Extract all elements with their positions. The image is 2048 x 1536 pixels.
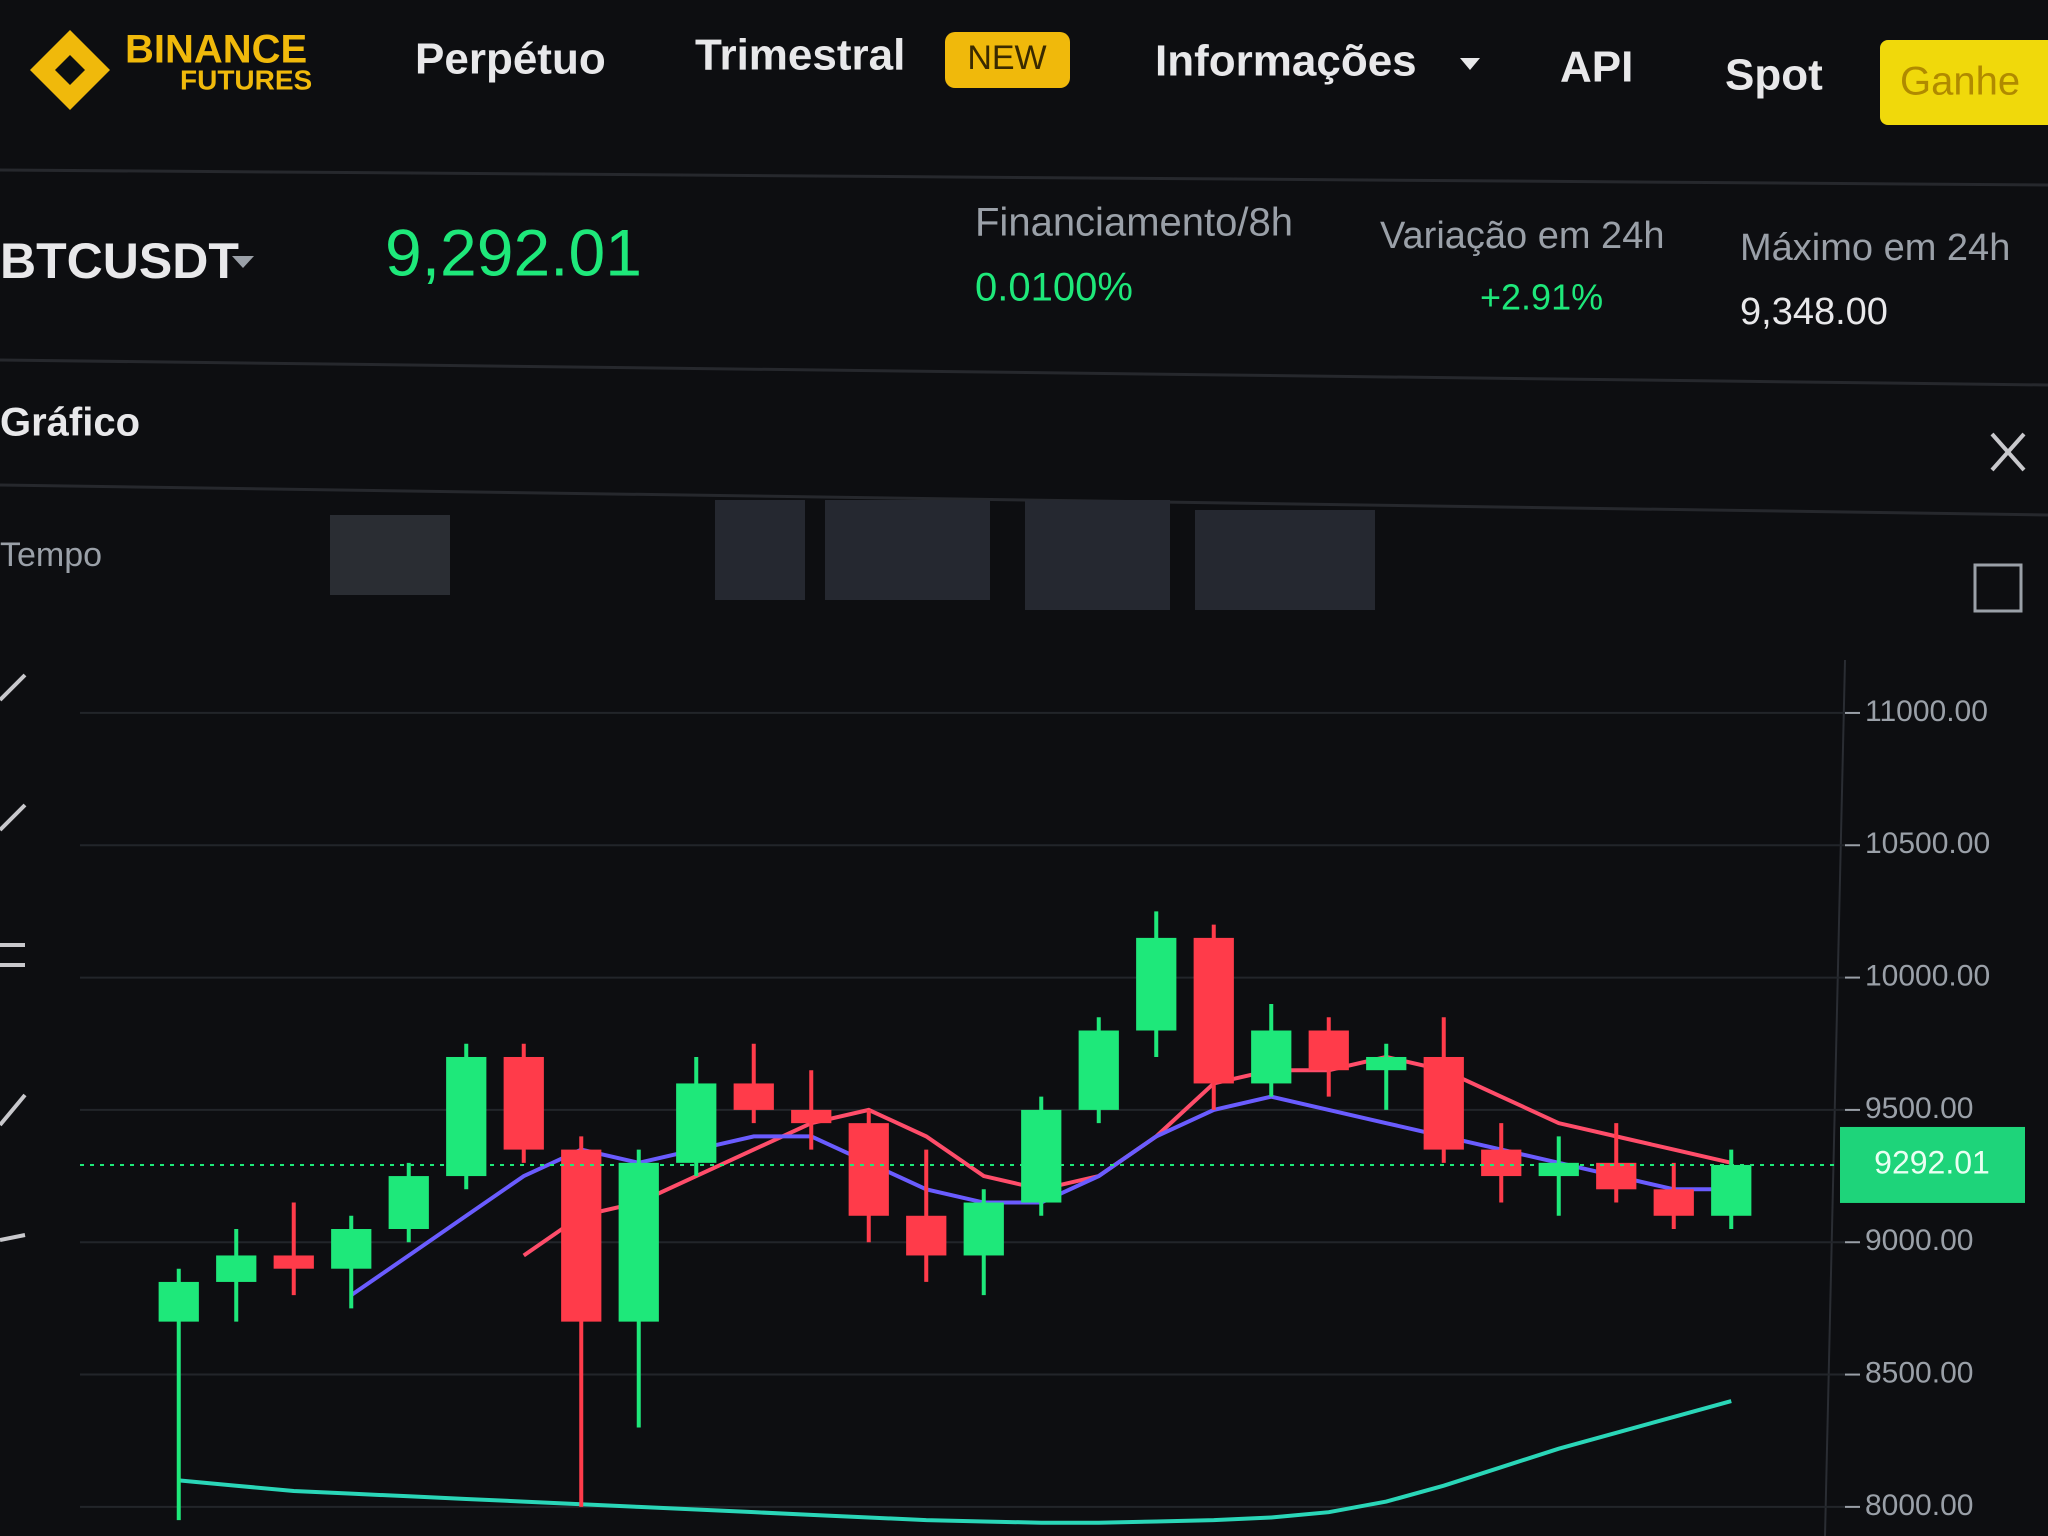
stat-value: +2.91% — [1480, 277, 1603, 318]
close-icon — [1990, 432, 2026, 472]
candle-body — [561, 1149, 602, 1322]
nav-item[interactable]: Informações — [1155, 37, 1417, 86]
y-tick-label: 8000.00 — [1865, 1489, 1973, 1522]
stat-value: 0.0100% — [975, 266, 1133, 310]
stat-label: Máximo em 24h — [1740, 227, 2010, 269]
logo[interactable]: BINANCE FUTURES — [30, 28, 312, 110]
y-tick-label: 9500.00 — [1865, 1092, 1973, 1125]
candle-body — [1711, 1164, 1752, 1216]
tool-icon[interactable] — [0, 1093, 27, 1127]
y-tick-label: 9000.00 — [1865, 1224, 1973, 1257]
candle-body — [906, 1215, 947, 1256]
candle-body — [676, 1083, 717, 1163]
stat-label: Variação em 24h — [1380, 215, 1664, 257]
nav-item[interactable]: API — [1560, 43, 1633, 92]
tool-icon[interactable] — [0, 673, 27, 702]
candle-body — [388, 1176, 429, 1230]
badge-text: NEW — [967, 39, 1046, 77]
tool-icon[interactable] — [0, 1233, 26, 1242]
candle-body — [848, 1123, 889, 1216]
y-tick-label: 10000.00 — [1865, 960, 1990, 993]
interval-button[interactable] — [1195, 510, 1375, 610]
nav-item[interactable]: Perpétuo — [415, 35, 606, 84]
candle-body — [1596, 1162, 1637, 1190]
candle-body — [1538, 1162, 1579, 1177]
toolbar — [0, 673, 27, 1242]
logo-subtext: FUTURES — [180, 64, 312, 95]
stat-label: Financiamento/8h — [975, 201, 1293, 245]
divider — [0, 168, 2048, 187]
badge — [945, 32, 1070, 88]
logo-text: BINANCE — [125, 28, 307, 72]
candle-body — [1251, 1030, 1292, 1084]
interval-button[interactable] — [825, 500, 990, 600]
dropdown-arrow — [1460, 58, 1480, 70]
candle-body — [1366, 1056, 1407, 1071]
ma-line — [178, 1399, 1732, 1525]
candle-body — [733, 1083, 774, 1110]
tool-icon[interactable] — [0, 803, 27, 832]
candle-body — [963, 1202, 1004, 1256]
last-price: 9,292.01 — [385, 215, 642, 289]
last-price-label: 9292.01 — [1874, 1144, 1990, 1180]
logo-mark-inner — [55, 55, 85, 85]
candle-body — [1308, 1030, 1349, 1071]
nav-item[interactable]: Trimestral — [695, 31, 905, 80]
y-tick-label: 11000.00 — [1865, 695, 1988, 728]
last-price-box — [1840, 1126, 2025, 1203]
cta-text: Ganhe — [1900, 60, 2020, 104]
candle-body — [791, 1109, 832, 1124]
candle-body — [618, 1162, 659, 1322]
interval-label: Tempo — [0, 536, 102, 574]
candle-body — [1193, 937, 1234, 1084]
candle-body — [446, 1056, 487, 1177]
dropdown-arrow — [232, 256, 254, 268]
chart: 8000.00 8500.00 9000.00 9500.00 10000.00 1050… — [80, 695, 2025, 1525]
cta-button[interactable] — [1880, 40, 2048, 125]
divider — [0, 358, 2048, 387]
candle-body — [1653, 1189, 1694, 1216]
stat-value: 9,348.00 — [1740, 291, 1888, 333]
interval-button[interactable] — [715, 500, 805, 600]
candle-body — [273, 1255, 314, 1269]
candle-body — [1078, 1030, 1119, 1110]
interval-button[interactable] — [1025, 500, 1170, 610]
candle-body — [216, 1255, 257, 1282]
candle-body — [1136, 937, 1177, 1031]
candle-body — [331, 1229, 372, 1269]
candle-body — [1021, 1109, 1062, 1203]
candle-body — [1423, 1056, 1464, 1150]
y-tick-label: 8500.00 — [1865, 1356, 1973, 1389]
symbol[interactable]: BTCUSDT — [0, 233, 239, 289]
y-tick-label: 10500.00 — [1865, 827, 1990, 860]
divider — [0, 483, 2048, 517]
fullscreen-button[interactable] — [1973, 563, 2023, 613]
candle-body — [1481, 1149, 1522, 1177]
candle-body — [503, 1056, 544, 1150]
nav-item[interactable]: Spot — [1725, 51, 1823, 100]
interval-button[interactable] — [330, 515, 450, 595]
panel-title: Gráfico — [0, 401, 140, 445]
candle-body — [158, 1281, 199, 1322]
close-button[interactable] — [1990, 432, 2026, 472]
axis-line — [1824, 659, 1846, 1536]
